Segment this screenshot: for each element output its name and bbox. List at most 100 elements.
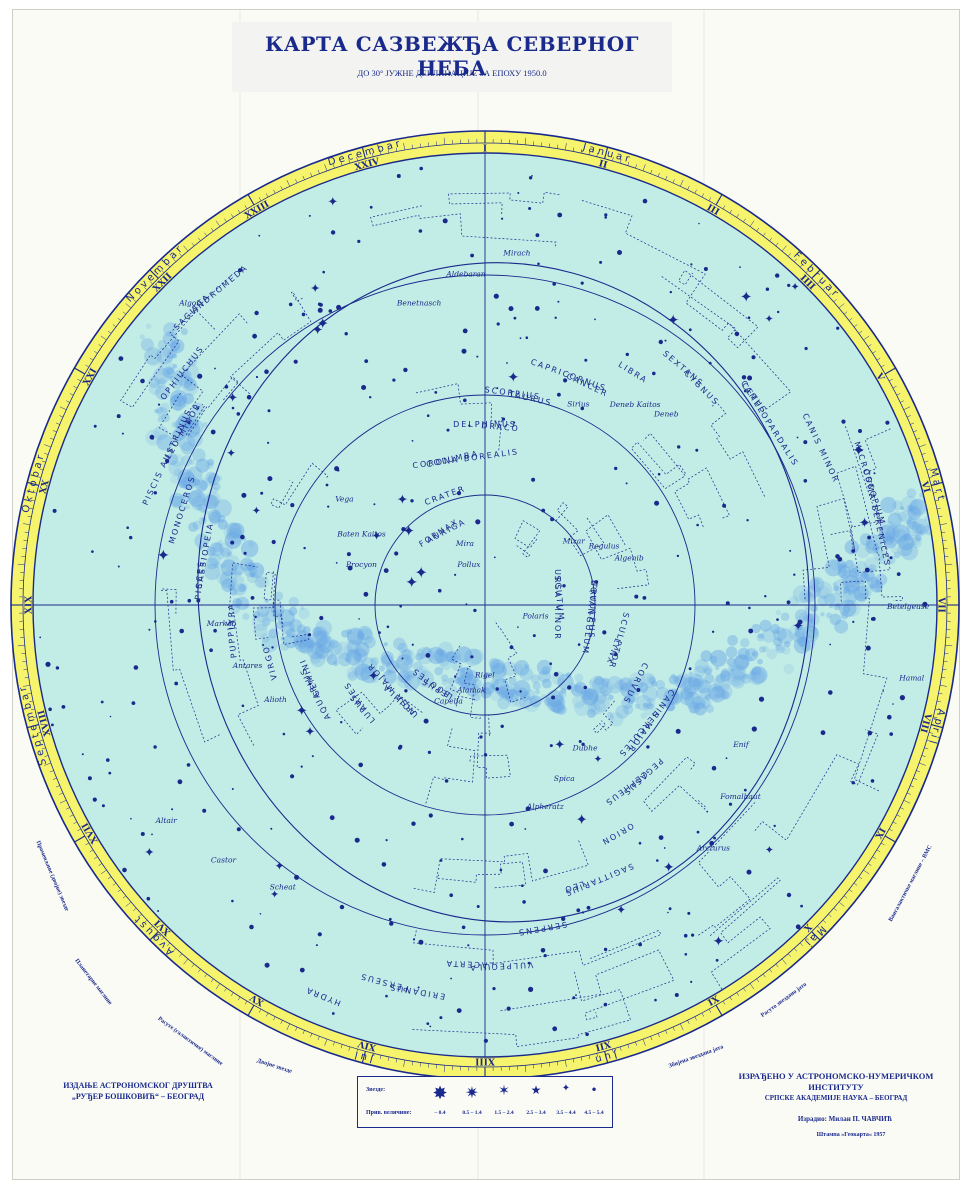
milky-way-patch <box>688 701 701 714</box>
milky-way-patch <box>171 395 179 403</box>
milky-way-patch <box>226 527 244 545</box>
rim-tick <box>310 172 313 177</box>
star-dot <box>508 306 514 312</box>
milky-way-patch <box>734 654 750 669</box>
star-icon: ✦ <box>663 860 675 876</box>
star-dot <box>563 378 568 383</box>
milky-way-patch <box>837 565 851 579</box>
star-dot <box>443 457 446 460</box>
milky-way-patch <box>219 554 225 560</box>
star-dot <box>427 750 431 755</box>
star-dot <box>122 867 127 873</box>
rim-tick <box>858 330 863 334</box>
star-dot <box>728 802 733 806</box>
rim-tick <box>17 645 25 647</box>
milky-way-patch <box>589 676 606 693</box>
milky-way-patch <box>341 630 349 638</box>
milky-way-patch <box>183 421 201 438</box>
milky-way-patch <box>178 433 196 451</box>
milky-way-patch <box>465 670 480 684</box>
rim-tick <box>215 220 221 227</box>
rim-tick <box>910 422 915 425</box>
star-dot <box>411 643 414 646</box>
milky-way-patch <box>842 589 858 605</box>
star-icon: ✦ <box>252 504 262 518</box>
star-dot <box>418 229 423 233</box>
star-dot <box>532 634 536 638</box>
star-name-label: Mizar <box>562 537 586 546</box>
milky-way-patch <box>524 689 536 700</box>
milky-way-patch <box>853 585 869 602</box>
milky-way-patch <box>702 665 713 676</box>
milky-way-patch <box>725 646 738 658</box>
star-dot <box>39 636 42 639</box>
constellation-label: DRACO <box>481 421 520 433</box>
star-dot <box>540 948 546 953</box>
rim-tick <box>672 1026 675 1031</box>
star-dot <box>153 491 157 495</box>
milky-way-patch <box>838 568 848 578</box>
rim-tick <box>921 755 926 757</box>
milky-way-patch <box>209 515 220 526</box>
milky-way-patch <box>857 585 872 600</box>
milky-way-patch <box>813 578 820 585</box>
milky-way-patch <box>580 687 594 701</box>
rim-tick <box>635 1041 637 1046</box>
milky-way-patch <box>171 421 178 428</box>
rim-tick <box>680 179 684 187</box>
constellation-label: URSA MINOR <box>553 569 562 641</box>
milky-way-patch <box>213 499 232 518</box>
milky-way-patch <box>169 375 175 382</box>
milky-way-patch <box>552 701 566 715</box>
star-icon: ✦ <box>402 522 414 540</box>
coordinate-grid <box>33 153 937 1057</box>
rim-tick <box>24 531 29 533</box>
milky-way-patch <box>404 658 412 666</box>
milky-way-patch <box>807 620 815 627</box>
rim-tick <box>867 863 872 866</box>
rim-tick <box>237 209 241 214</box>
milky-way-patch <box>641 672 656 688</box>
milky-way-patch <box>204 494 219 510</box>
milky-way-patch <box>865 540 879 554</box>
milky-way-patch <box>814 581 833 600</box>
milky-way-patch <box>307 642 325 660</box>
milky-way-patch <box>514 689 519 694</box>
milky-way-patch <box>283 633 298 649</box>
milky-way-patch <box>642 702 648 708</box>
rim-tick <box>125 303 132 309</box>
boundary-line <box>335 691 423 735</box>
milky-way-patch <box>691 696 706 710</box>
star-dot <box>690 980 693 984</box>
rim-tick <box>183 245 189 252</box>
star-dot <box>327 505 330 508</box>
milky-way-patch <box>795 625 802 632</box>
milky-way-patch <box>875 585 883 593</box>
milky-way-patch <box>568 683 578 692</box>
milky-way-patch <box>750 675 756 681</box>
rim-tick <box>884 835 896 843</box>
rim-tick <box>340 161 343 166</box>
milky-way-patch <box>751 670 762 681</box>
milky-way-patch <box>507 695 519 707</box>
milky-way-patch <box>850 566 861 578</box>
milky-way-patch <box>574 700 590 716</box>
star-dot <box>363 591 369 597</box>
milky-way-patch <box>541 666 551 675</box>
rim-tick <box>55 422 60 425</box>
milky-way-patch <box>447 677 455 685</box>
milky-way-patch <box>195 479 208 492</box>
star-dot <box>521 884 524 887</box>
rim-tick <box>317 1036 320 1041</box>
milky-way-patch <box>489 664 507 682</box>
star-dot <box>419 166 424 171</box>
milky-way-patch <box>886 525 900 540</box>
milky-way-patch <box>239 584 248 592</box>
star-dot <box>267 441 270 444</box>
rim-tick <box>756 227 760 232</box>
milky-way-patch <box>849 564 858 574</box>
rim-tick <box>133 907 137 911</box>
milky-way-patch <box>182 475 197 490</box>
star-dot <box>319 303 323 307</box>
star-dot <box>236 827 241 832</box>
